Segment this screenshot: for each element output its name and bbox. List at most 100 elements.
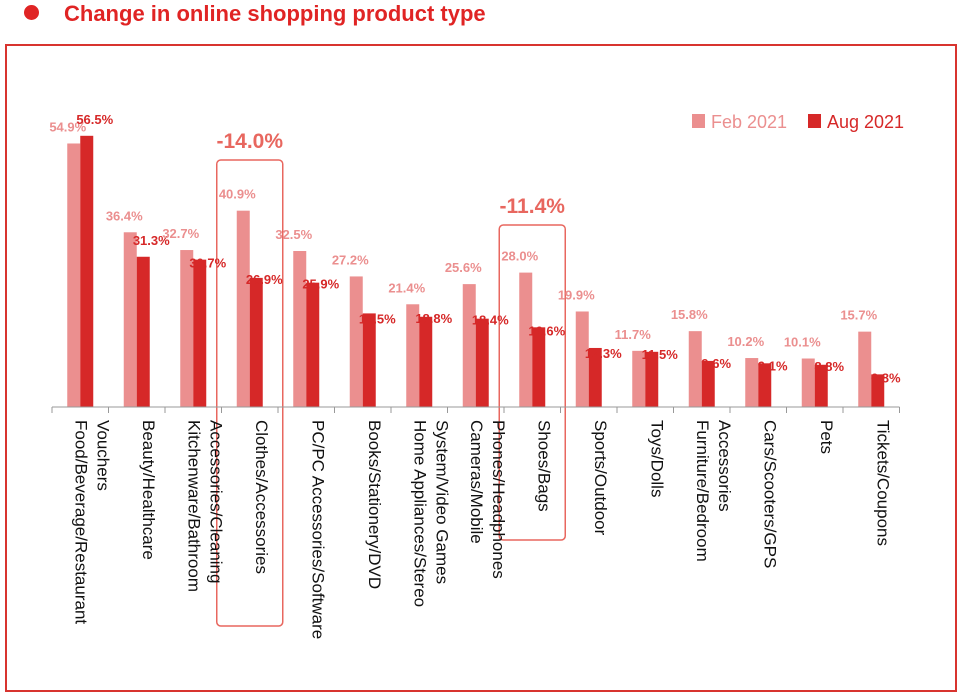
chart-frame [5, 44, 957, 692]
bar-aug-2021 [419, 316, 433, 407]
chart-title: Change in online shopping product type [64, 1, 486, 26]
highlight-boxes [216, 159, 566, 627]
highlight-box [498, 224, 566, 541]
bars [67, 135, 885, 408]
value-label-aug: 16.6% [528, 323, 565, 338]
value-label-feb: 15.7% [840, 308, 877, 323]
bar-aug-2021 [362, 313, 376, 407]
category-label: PC/PC Accessories/Software [308, 420, 327, 639]
value-label-aug: 56.5% [76, 112, 113, 127]
category-label: System/Video Games [432, 420, 451, 584]
value-label-feb: 32.7% [162, 226, 199, 241]
legend-label: Aug 2021 [827, 112, 904, 132]
bar-feb-2021 [745, 358, 759, 407]
bar-feb-2021 [519, 272, 533, 407]
category-label: Books/Stationery/DVD [365, 420, 384, 589]
bar-feb-2021 [462, 284, 476, 407]
value-label-aug: 8.8% [814, 359, 844, 374]
bar-feb-2021 [67, 143, 81, 408]
category-label: Cars/Scooters/GPS [760, 420, 779, 568]
bar-aug-2021 [814, 364, 828, 407]
bar-aug-2021 [871, 374, 885, 407]
category-label: Food/Beverage/Restaurant [71, 420, 90, 624]
highlight-box [216, 159, 284, 627]
category-label: Clothes/Accessories [252, 420, 271, 574]
bar-aug-2021 [645, 351, 659, 407]
value-label-aug: 18.4% [472, 313, 509, 328]
value-label-feb: 10.2% [727, 334, 764, 349]
bar-feb-2021 [123, 232, 137, 407]
value-label-feb: 21.4% [388, 280, 425, 295]
bar-feb-2021 [293, 251, 307, 407]
bar-aug-2021 [758, 363, 772, 407]
category-label: Furniture/Bedroom [693, 420, 712, 562]
bar-feb-2021 [632, 350, 646, 407]
category-label: Toys/Dolls [647, 420, 666, 497]
value-label-aug: 30.7% [189, 256, 226, 271]
legend-swatch [692, 114, 705, 128]
value-label-aug: 31.3% [133, 233, 170, 248]
bar-aug-2021 [80, 135, 94, 408]
value-label-feb: 27.2% [332, 252, 369, 267]
category-labels: Food/Beverage/Restaurant Vouchers Beauty/H… [71, 420, 892, 639]
value-label-aug: 25.9% [302, 277, 339, 292]
bar-aug-2021 [306, 282, 320, 407]
value-label-feb: 25.6% [445, 260, 482, 275]
value-label-feb: 11.7% [615, 327, 652, 342]
legend: Feb 2021 Aug 2021 [692, 112, 904, 132]
title-bullet-icon [24, 5, 39, 20]
category-label: Accessories [715, 420, 734, 512]
category-label: Kitchenware/Bathroom [184, 420, 203, 592]
category-label: Home Appliances/Stereo [410, 420, 429, 607]
value-label-feb: 19.9% [558, 287, 595, 302]
category-label: Tickets/Coupons [873, 420, 892, 546]
category-label: Sports/Outdoor [591, 420, 610, 536]
bar-feb-2021 [406, 304, 420, 407]
bar-feb-2021 [236, 210, 250, 407]
bar-aug-2021 [136, 256, 150, 407]
value-label-aug: 12.3% [585, 346, 622, 361]
value-label-feb: 15.8% [671, 307, 708, 322]
value-label-feb: 28.0% [501, 249, 538, 264]
value-label-aug: 11.5% [642, 347, 679, 362]
value-labels: 54.9%56.5% 36.4% 31.3%32.7% 30.7% 40.9% 26.9%… [49, 112, 901, 386]
category-label: Pets [817, 420, 836, 454]
bar-feb-2021 [801, 358, 815, 407]
value-label-feb: 40.9% [219, 187, 256, 202]
bar-aug-2021 [588, 347, 602, 407]
bar-aug-2021 [249, 277, 263, 407]
bar-aug-2021 [701, 360, 715, 407]
x-axis-ticks [51, 407, 900, 413]
category-label: Beauty/Healthcare [139, 420, 158, 560]
value-label-feb: 54.9% [49, 119, 86, 134]
bar-aug-2021 [532, 327, 546, 407]
bar-feb-2021 [349, 276, 363, 407]
value-label-feb: 10.1% [784, 335, 821, 350]
bar-feb-2021 [180, 250, 194, 407]
category-label: Accessories/Cleaning [206, 420, 225, 583]
value-label-aug: 9.6% [701, 356, 731, 371]
legend-label: Feb 2021 [711, 112, 787, 132]
change-annotations: -14.0% -11.4% [216, 130, 565, 218]
chart-header: Change in online shopping product type [0, 0, 961, 40]
change-annotation: -11.4% [500, 195, 566, 218]
legend-swatch [808, 114, 821, 128]
bar-aug-2021 [475, 318, 489, 407]
value-label-aug: 19.5% [359, 311, 396, 326]
value-label-aug: 18.8% [415, 311, 452, 326]
value-label-aug: 26.9% [246, 272, 283, 287]
change-annotation: -14.0% [216, 130, 283, 153]
category-label: Cameras/Mobile [467, 420, 486, 544]
bar-feb-2021 [858, 331, 872, 407]
category-label: Shoes/Bags [534, 420, 553, 512]
bar-feb-2021 [575, 311, 589, 407]
bar-aug-2021 [193, 259, 207, 407]
value-label-feb: 32.5% [275, 227, 312, 242]
category-label: Vouchers [93, 420, 112, 491]
value-label-aug: 9.1% [758, 358, 788, 373]
value-label-aug: 6.8% [871, 370, 901, 385]
bar-feb-2021 [688, 331, 702, 407]
value-label-feb: 36.4% [106, 208, 143, 223]
category-label: Phones/Headphones [489, 420, 508, 579]
